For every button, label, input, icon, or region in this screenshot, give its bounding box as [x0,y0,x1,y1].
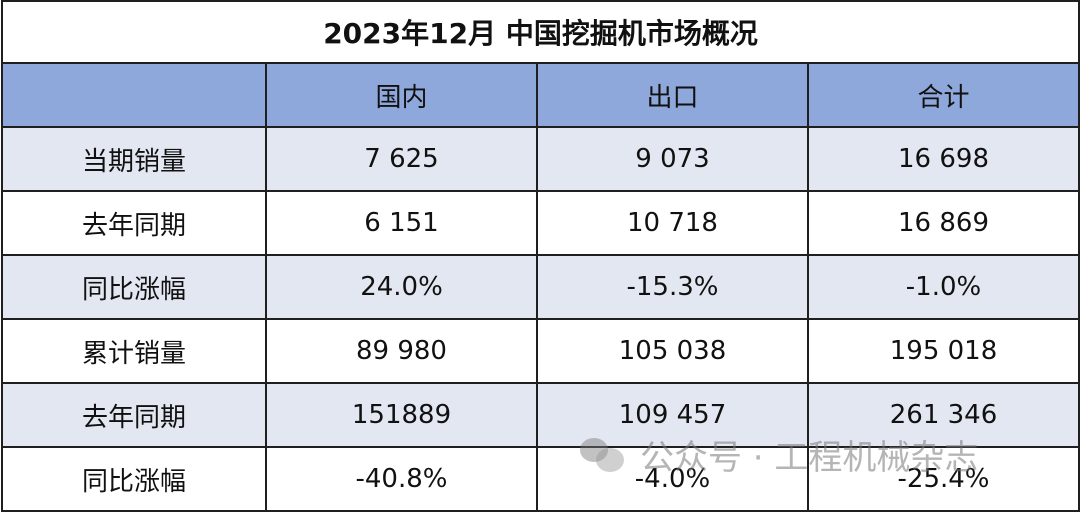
header-domestic: 国内 [265,62,538,128]
cell-total: -25.4% [806,446,1080,512]
header-corner [1,62,267,128]
cell-total: 16 698 [806,126,1080,192]
table-row: 当期销量 7 625 9 073 16 698 [1,126,1080,192]
header-export: 出口 [536,62,809,128]
header-total: 合计 [806,62,1080,128]
cell-domestic: 151889 [265,382,538,448]
row-label: 当期销量 [1,126,267,192]
cell-export: 9 073 [536,126,809,192]
cell-export: -15.3% [536,254,809,320]
row-label: 同比涨幅 [1,254,267,320]
header-row: 国内 出口 合计 [1,62,1080,128]
table-row: 去年同期 6 151 10 718 16 869 [1,190,1080,256]
cell-domestic: 24.0% [265,254,538,320]
cell-total: 261 346 [806,382,1080,448]
row-label: 同比涨幅 [1,446,267,512]
row-label: 去年同期 [1,190,267,256]
table-row: 同比涨幅 24.0% -15.3% -1.0% [1,254,1080,320]
cell-export: -4.0% [536,446,809,512]
cell-export: 109 457 [536,382,809,448]
cell-total: -1.0% [806,254,1080,320]
cell-domestic: 7 625 [265,126,538,192]
table-row: 同比涨幅 -40.8% -4.0% -25.4% [1,446,1080,512]
cell-export: 10 718 [536,190,809,256]
cell-domestic: 6 151 [265,190,538,256]
table-title: 2023年12月 中国挖掘机市场概况 [0,0,1080,64]
table-row: 去年同期 151889 109 457 261 346 [1,382,1080,448]
cell-domestic: -40.8% [265,446,538,512]
cell-domestic: 89 980 [265,318,538,384]
row-label: 去年同期 [1,382,267,448]
row-label: 累计销量 [1,318,267,384]
table-row: 累计销量 89 980 105 038 195 018 [1,318,1080,384]
cell-export: 105 038 [536,318,809,384]
cell-total: 195 018 [806,318,1080,384]
cell-total: 16 869 [806,190,1080,256]
